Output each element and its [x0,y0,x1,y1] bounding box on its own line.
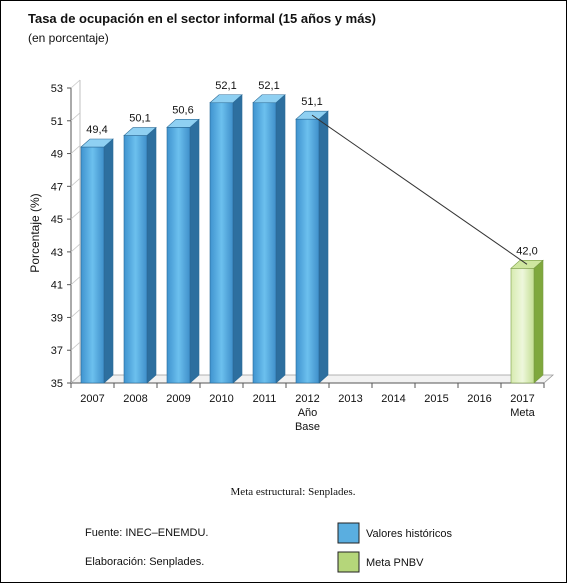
x-tick-label: 2010 [209,393,233,405]
y-tick-label: 37 [51,345,63,357]
bar-side [318,110,329,384]
y-tick-label: 43 [51,247,63,259]
elaboration-note: Elaboración: Senplades. [85,556,204,568]
x-tick-labels: 2007 2008 2009 2010 2011 2012 Año Base 2013 2014 2… [70,383,545,433]
y-tick-diagonal [70,276,81,285]
y-tick-diagonal [70,145,81,154]
bar-side [103,138,114,384]
y-tick-diagonal [70,79,81,89]
bar [80,138,114,384]
bar-side [189,118,200,384]
chart-title: Tasa de ocupación en el sector informal … [28,11,376,26]
bar-top [166,119,200,128]
bar-side [533,259,544,384]
bar-front [510,267,535,384]
x-tick-sublabel: Base [295,421,320,433]
y-tick-diagonal [70,341,81,351]
bar [510,259,544,384]
data-label: 49,4 [86,124,107,136]
bar-front [295,118,320,384]
bar-top [123,127,157,136]
x-tick-label: 2016 [467,393,491,405]
bar-side [232,94,243,384]
bar-side [146,126,157,384]
x-tick-label: 2015 [424,393,448,405]
bars [80,94,544,384]
data-label: 51,1 [301,96,322,108]
bar-front [123,135,148,384]
data-labels: 49,4 50,1 50,6 52,1 52,1 51,1 42,0 [86,80,537,258]
x-tick-label: 2007 [80,393,104,405]
legend-label-historicos: Valores históricos [366,528,452,540]
data-label: 50,1 [129,113,150,125]
y-tick-diagonal [70,210,81,220]
bar [295,110,329,384]
y-tick-label: 39 [51,312,63,324]
legend-swatch-meta [337,551,360,573]
bar-top [209,94,243,104]
bar [166,118,200,384]
bar-front [80,146,105,384]
y-tick-diagonal [70,243,81,253]
bar [209,94,243,384]
legend-swatch-historicos [337,522,360,544]
data-label: 52,1 [215,80,236,92]
bar-top [252,94,286,104]
y-tick-label: 41 [51,280,63,292]
bar-front [252,102,277,384]
y-tick-labels: 35 37 39 41 43 45 47 49 51 53 [51,79,81,390]
x-tick-sublabel: Meta [510,407,535,419]
y-tick-diagonal [70,112,81,122]
source-note: Fuente: INEC–ENEMDU. [85,527,208,539]
x-tick-label: 2008 [123,393,147,405]
data-label: 50,6 [172,104,193,116]
x-tick-label: 2013 [338,393,362,405]
y-tick-label: 51 [51,116,63,128]
data-label: 42,0 [516,245,537,257]
y-tick-diagonal [70,178,81,187]
bar [252,94,286,384]
chart-subtitle: (en porcentaje) [28,31,109,45]
y-tick-label: 45 [51,214,63,226]
bar-front [166,127,191,384]
legend-label-meta: Meta PNBV [366,557,424,569]
bar-front [209,102,234,384]
x-tick-label: 2017 [510,393,534,405]
bar-top [80,138,114,148]
x-tick-label: 2012 [295,393,319,405]
data-label: 52,1 [258,80,279,92]
trend-connector-line [311,114,528,265]
x-tick-label: 2014 [381,393,405,405]
y-tick-diagonal [70,309,81,318]
y-tick-label: 53 [51,83,63,95]
x-tick-sublabel: Año [298,407,318,419]
y-tick-label: 49 [51,149,63,161]
y-tick-diagonal [70,374,81,384]
bar-side [275,94,286,384]
x-tick-label: 2009 [166,393,190,405]
y-axis-label: Porcentaje (%) [28,193,42,272]
meta-structural-note: Meta estructural: Senplades. [231,486,356,498]
x-tick-label: 2011 [253,393,277,405]
y-tick-label: 35 [51,378,63,390]
bar [123,126,157,384]
y-tick-label: 47 [51,181,63,193]
